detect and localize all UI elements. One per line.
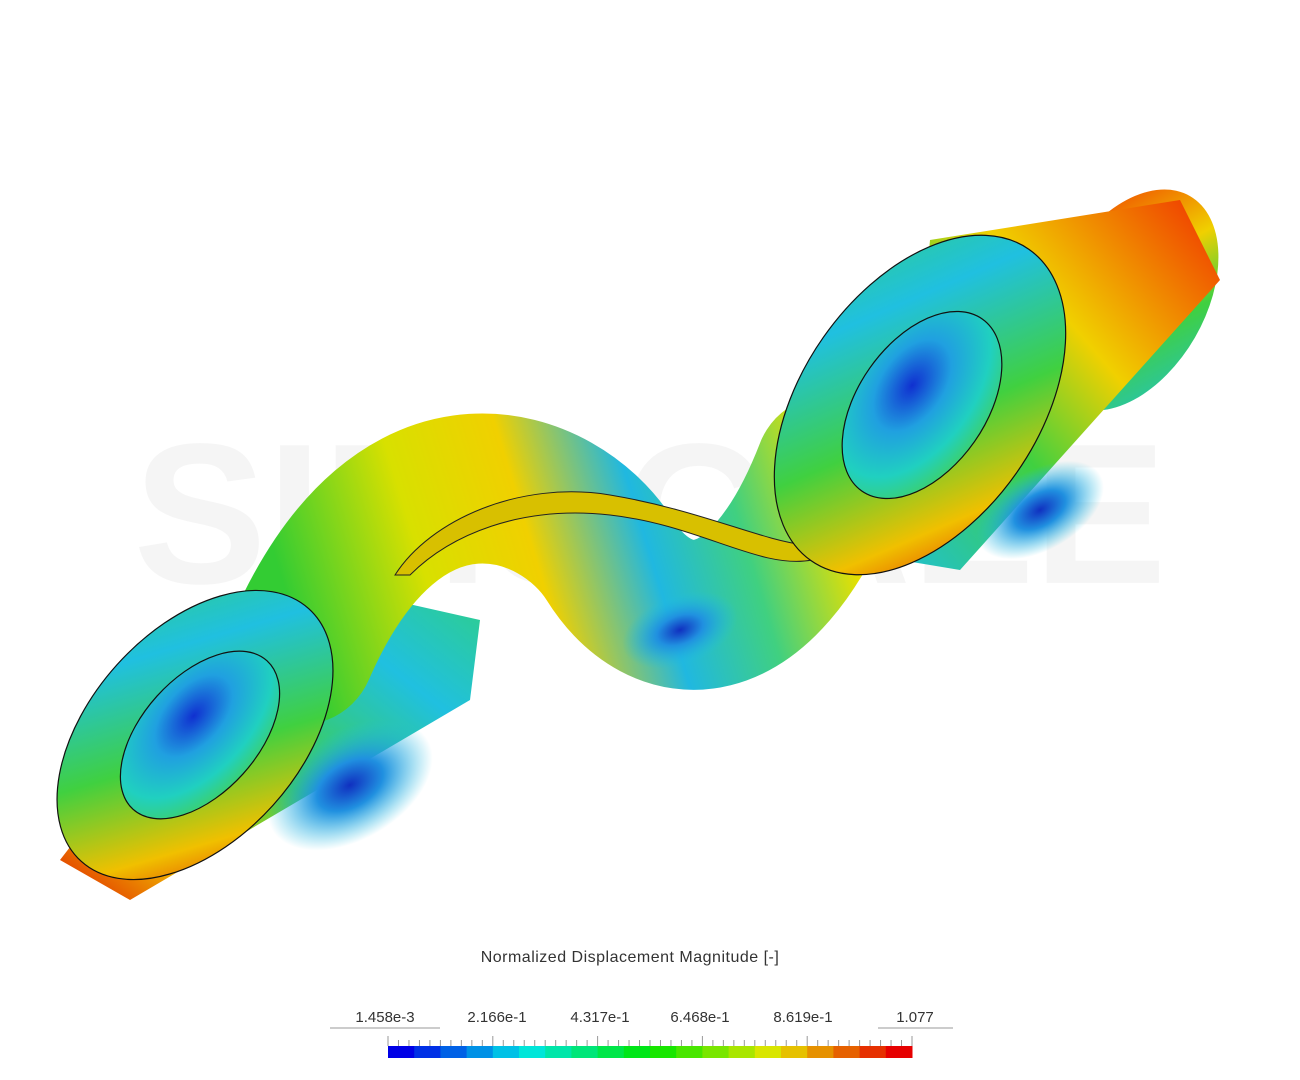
color-band [571, 1046, 599, 1058]
right-hole [841, 310, 1003, 500]
color-band [728, 1046, 756, 1058]
color-band [702, 1046, 730, 1058]
color-band [676, 1046, 703, 1058]
legend-label: 6.468e-1 [670, 1009, 729, 1026]
color-band [859, 1046, 887, 1058]
legend-label: 4.317e-1 [570, 1009, 629, 1026]
color-band [807, 1046, 834, 1058]
color-band [388, 1046, 415, 1058]
color-band [492, 1046, 520, 1058]
legend-label: 1.077 [896, 1009, 934, 1026]
legend-label: 8.619e-1 [773, 1009, 832, 1026]
color-band [440, 1046, 468, 1058]
color-band [885, 1046, 913, 1058]
color-band [650, 1046, 677, 1058]
left-hole [119, 650, 281, 820]
color-band [545, 1046, 572, 1058]
tube [225, 395, 905, 725]
color-band [833, 1046, 861, 1058]
color-band [519, 1046, 546, 1058]
color-band [781, 1046, 808, 1058]
tube-blob [622, 591, 738, 669]
legend-label: 2.166e-1 [467, 1009, 526, 1026]
color-band [754, 1046, 782, 1058]
legend-title: Normalized Displacement Magnitude [-] [481, 949, 780, 966]
legend-labels: 1.458e-3 2.166e-1 4.317e-1 6.468e-1 8.619e-1… [355, 1009, 933, 1026]
right-blob [976, 460, 1104, 560]
color-bar [387, 1036, 913, 1058]
color-band [466, 1046, 494, 1058]
color-band [414, 1046, 441, 1058]
color-band [597, 1046, 625, 1058]
color-band [623, 1046, 651, 1058]
legend-label: 1.458e-3 [355, 1009, 414, 1026]
